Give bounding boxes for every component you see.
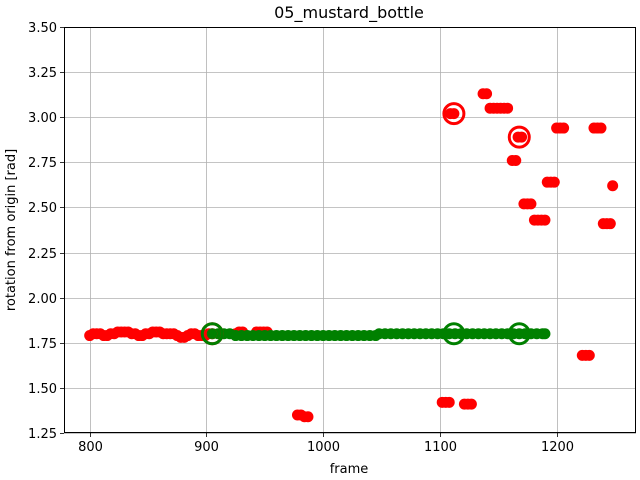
highlight-ring [200, 322, 224, 346]
x-tick-label: 1100 [424, 440, 457, 455]
x-axis-label: frame [330, 462, 369, 477]
data-point [539, 328, 551, 340]
grid [64, 27, 636, 434]
highlight-ring-center [448, 108, 459, 119]
data-point [525, 198, 537, 210]
data-point [583, 349, 595, 361]
data-point [443, 396, 455, 408]
y-tick-label: 3.25 [28, 66, 57, 81]
data-point [558, 122, 570, 134]
y-axis-label: rotation from origin [rad] [4, 149, 19, 311]
chart-title: 05_mustard_bottle [274, 3, 424, 23]
data-point [604, 218, 616, 230]
data-point [548, 176, 560, 188]
highlight-ring-center [514, 328, 525, 339]
y-tick-label: 2.00 [28, 292, 57, 307]
y-tick-label: 3.00 [28, 111, 57, 126]
y-tick-label: 2.25 [28, 247, 57, 262]
data-point [481, 88, 493, 100]
data-point [502, 102, 514, 114]
x-tick-label: 1200 [541, 440, 574, 455]
y-tick-label: 3.50 [28, 21, 57, 36]
highlight-ring-center [207, 328, 218, 339]
data-point [539, 214, 551, 226]
x-tick-label: 800 [78, 440, 103, 455]
plot-area [84, 88, 619, 423]
highlight-rings [200, 102, 531, 346]
highlight-ring-center [448, 328, 459, 339]
x-tick-label: 900 [194, 440, 219, 455]
y-tick-label: 1.75 [28, 337, 57, 352]
y-tick-label: 2.50 [28, 201, 57, 216]
data-point [510, 155, 522, 167]
data-point [465, 398, 477, 410]
y-tick-label: 1.50 [28, 382, 57, 397]
data-point [607, 180, 619, 192]
y-tick-label: 2.75 [28, 156, 57, 171]
x-tick-label: 1000 [307, 440, 340, 455]
highlight-ring [507, 125, 531, 149]
plot-frame [64, 27, 636, 433]
highlight-ring [442, 322, 466, 346]
data-point [595, 122, 607, 134]
data-point [302, 411, 314, 423]
y-tick-label: 1.25 [28, 427, 57, 442]
highlight-ring [507, 322, 531, 346]
axis-ticks: 800 900 1000 1100 1200 1.25 1.50 1.75 2.00 2.25 2.… [28, 21, 574, 455]
highlight-ring-center [514, 132, 525, 143]
highlight-ring [442, 102, 466, 126]
